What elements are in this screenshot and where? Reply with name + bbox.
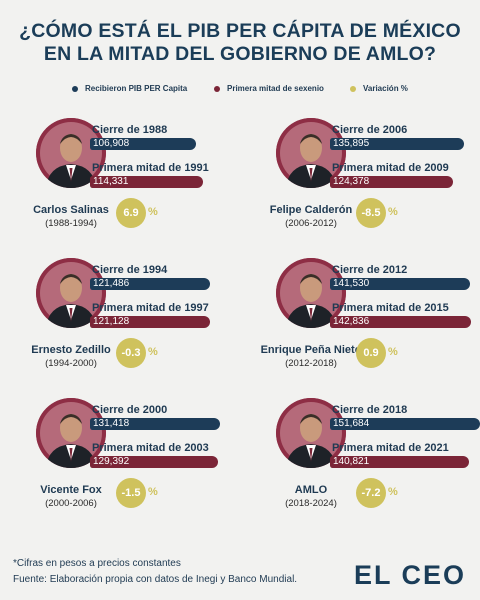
legend-item-mid: Primera mitad de sexenio — [214, 84, 324, 93]
legend-label-mid: Primera mitad de sexenio — [227, 84, 324, 93]
mid-term-label: Primera mitad de 2003 — [92, 442, 209, 454]
president-term-years: (2012-2018) — [285, 358, 337, 369]
president-name: Enrique Peña Nieto — [260, 344, 362, 356]
president-card: Felipe Calderón (2006-2012) Cierre de 2006… — [240, 118, 480, 248]
president-name: Ernesto Zedillo — [31, 344, 111, 356]
legend-dot-blue — [72, 85, 78, 92]
legend-item-variation: Variación % — [350, 84, 408, 93]
variation-badge: 6.9 — [116, 198, 146, 228]
president-name: Carlos Salinas — [33, 204, 109, 216]
variation-badge: -8.5 — [356, 198, 386, 228]
president-portrait — [276, 398, 346, 468]
mid-term-value-bar: 114,331 — [90, 176, 203, 188]
mid-term-value-bar: 142,836 — [330, 316, 471, 328]
president-term-years: (1988-1994) — [45, 218, 97, 229]
mid-term-label: Primera mitad de 2009 — [332, 162, 449, 174]
infographic-title: ¿CÓMO ESTÁ EL PIB PER CÁPITA DE MÉXICO E… — [0, 20, 480, 66]
footnote-units: *Cifras en pesos a precios constantes — [13, 558, 181, 569]
variation-percent-sign: % — [148, 346, 158, 358]
variation-percent-sign: % — [148, 486, 158, 498]
legend-label-close: Recibieron PIB PER Capita — [85, 84, 188, 93]
president-card: AMLO (2018-2024) Cierre de 2018 151,684 Prim… — [240, 398, 480, 528]
close-value-bar: 131,418 — [90, 418, 220, 430]
president-portrait — [36, 118, 106, 188]
president-portrait — [36, 398, 106, 468]
portrait-icon — [276, 398, 346, 468]
legend-label-variation: Variación % — [363, 84, 408, 93]
president-term-years: (2018-2024) — [285, 498, 337, 509]
variation-percent-sign: % — [388, 486, 398, 498]
close-label: Cierre de 2000 — [92, 404, 168, 416]
footnote-source: Fuente: Elaboración propia con datos de … — [13, 574, 298, 585]
president-portrait — [276, 258, 346, 328]
variation-percent-sign: % — [388, 346, 398, 358]
close-value-bar: 151,684 — [330, 418, 480, 430]
president-term-years: (2006-2012) — [285, 218, 337, 229]
president-card: Carlos Salinas (1988-1994) Cierre de 1988 1… — [0, 118, 240, 248]
close-label: Cierre de 2006 — [332, 124, 408, 136]
close-value-bar: 106,908 — [90, 138, 196, 150]
variation-percent-sign: % — [148, 206, 158, 218]
portrait-icon — [276, 118, 346, 188]
portrait-icon — [36, 118, 106, 188]
president-card: Ernesto Zedillo (1994-2000) Cierre de 1994… — [0, 258, 240, 388]
title-line-1: ¿CÓMO ESTÁ EL PIB PER CÁPITA DE MÉXICO — [19, 20, 461, 42]
mid-term-label: Primera mitad de 1991 — [92, 162, 209, 174]
legend-dot-gold — [350, 85, 356, 92]
close-value-bar: 135,895 — [330, 138, 464, 150]
president-name: Felipe Calderón — [269, 204, 353, 216]
president-card: Enrique Peña Nieto (2012-2018) Cierre de 2… — [240, 258, 480, 388]
portrait-icon — [276, 258, 346, 328]
president-term-years: (2000-2006) — [45, 498, 97, 509]
title-line-2: EN LA MITAD DEL GOBIERNO DE AMLO? — [43, 43, 437, 65]
president-card: Vicente Fox (2000-2006) Cierre de 2000 131,… — [0, 398, 240, 528]
president-term-years: (1994-2000) — [45, 358, 97, 369]
mid-term-label: Primera mitad de 2015 — [332, 302, 449, 314]
mid-term-label: Primera mitad de 1997 — [92, 302, 209, 314]
president-portrait — [36, 258, 106, 328]
close-value-bar: 121,486 — [90, 278, 210, 290]
mid-term-value-bar: 129,392 — [90, 456, 218, 468]
brand-logo: EL CEO — [353, 560, 466, 590]
portrait-icon — [36, 398, 106, 468]
portrait-icon — [36, 258, 106, 328]
mid-term-label: Primera mitad de 2021 — [332, 442, 449, 454]
legend-dot-red — [214, 85, 220, 92]
close-label: Cierre de 1994 — [92, 264, 168, 276]
mid-term-value-bar: 124,378 — [330, 176, 453, 188]
variation-badge: -0.3 — [116, 338, 146, 368]
close-label: Cierre de 1988 — [92, 124, 168, 136]
legend-item-close: Recibieron PIB PER Capita — [72, 84, 187, 93]
president-name: AMLO — [294, 484, 328, 496]
close-value-bar: 141,530 — [330, 278, 470, 290]
variation-badge: 0.9 — [356, 338, 386, 368]
variation-badge: -1.5 — [116, 478, 146, 508]
variation-percent-sign: % — [388, 206, 398, 218]
president-name: Vicente Fox — [40, 484, 102, 496]
close-label: Cierre de 2018 — [332, 404, 408, 416]
mid-term-value-bar: 121,128 — [90, 316, 210, 328]
president-portrait — [276, 118, 346, 188]
variation-badge: -7.2 — [356, 478, 386, 508]
close-label: Cierre de 2012 — [332, 264, 408, 276]
mid-term-value-bar: 140,821 — [330, 456, 469, 468]
